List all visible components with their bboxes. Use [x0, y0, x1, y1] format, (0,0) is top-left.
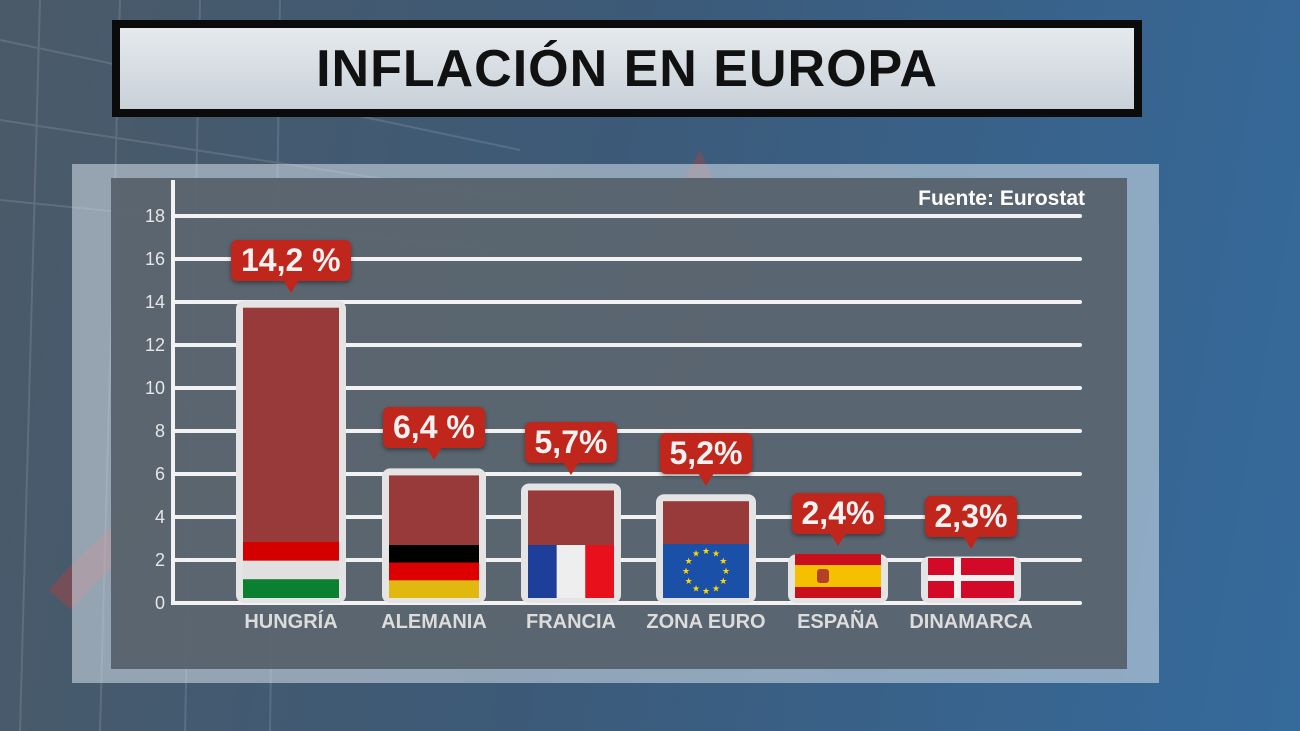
svg-text:★: ★ — [702, 546, 710, 556]
svg-text:★: ★ — [685, 576, 693, 586]
svg-text:★: ★ — [712, 583, 720, 593]
y-tick-label: 16 — [145, 249, 165, 269]
bar-eu: ★ ★★★★★★★★★★★ — [656, 494, 756, 603]
y-tick-label: 0 — [155, 593, 165, 613]
x-tick-label: FRANCIA — [526, 611, 616, 633]
y-tick-label: 8 — [155, 421, 165, 441]
bar-denmark — [921, 556, 1021, 603]
svg-text:★: ★ — [722, 566, 730, 576]
x-tick-label: HUNGRÍA — [244, 611, 338, 633]
y-tick-label: 2 — [155, 550, 165, 570]
y-tick-label: 12 — [145, 335, 165, 355]
value-label: 5,2% — [659, 433, 753, 487]
bar-hungary — [236, 300, 346, 603]
y-tick-label: 6 — [155, 464, 165, 484]
bar-spain — [788, 554, 888, 603]
y-tick-label: 14 — [145, 292, 165, 312]
title-banner: INFLACIÓN EN EUROPA — [112, 20, 1142, 117]
svg-text:★: ★ — [682, 566, 690, 576]
x-tick-label: ESPAÑA — [797, 611, 879, 633]
value-label: 14,2 % — [231, 239, 351, 293]
germany-flag-icon — [389, 545, 479, 598]
svg-text:★: ★ — [685, 556, 693, 566]
denmark-flag-icon — [928, 558, 1014, 598]
x-tick-label: ZONA EURO — [646, 611, 766, 633]
france-flag-icon — [528, 545, 614, 598]
svg-text:★: ★ — [692, 549, 700, 559]
svg-text:★: ★ — [692, 583, 700, 593]
svg-text:★: ★ — [702, 586, 710, 596]
value-label: 2,3% — [924, 495, 1018, 549]
chart-title: INFLACIÓN EN EUROPA — [316, 39, 938, 98]
value-label: 5,7% — [524, 422, 618, 476]
x-tick-label: DINAMARCA — [909, 611, 1033, 633]
hungary-flag-icon — [243, 542, 339, 598]
eu-flag-icon: ★ ★★★★★★★★★★★ — [663, 544, 749, 598]
y-tick-label: 4 — [155, 507, 165, 527]
value-label: 6,4 % — [383, 407, 485, 461]
y-tick-label: 10 — [145, 378, 165, 398]
svg-text:★: ★ — [712, 549, 720, 559]
value-label: 2,4% — [791, 493, 885, 547]
source-label: Fuente: Eurostat — [918, 187, 1085, 210]
svg-text:★: ★ — [719, 556, 727, 566]
svg-text:★: ★ — [719, 576, 727, 586]
spain-flag-icon — [795, 554, 881, 598]
bar-germany — [382, 468, 486, 603]
bar-france — [521, 483, 621, 603]
x-tick-label: ALEMANIA — [381, 611, 487, 633]
y-tick-label: 18 — [145, 206, 165, 226]
